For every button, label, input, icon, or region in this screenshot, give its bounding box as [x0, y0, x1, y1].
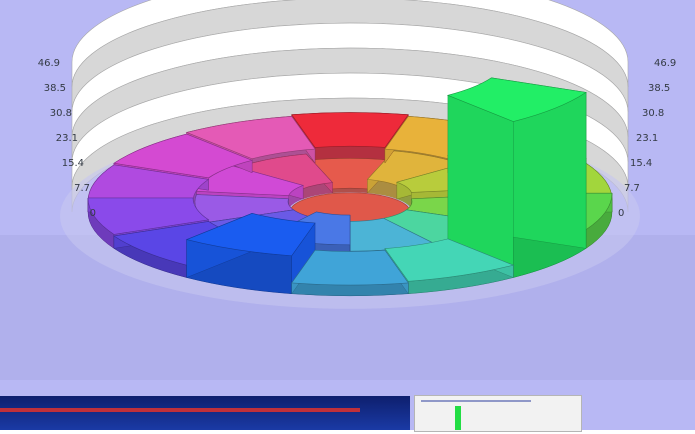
y-tick-right-1: 7.7	[624, 183, 640, 194]
outer-ring-top-13	[185, 115, 316, 160]
y-tick-right-0: 0	[618, 208, 624, 219]
thumbnail-bar	[455, 406, 461, 430]
y-tick-right-2: 15.4	[630, 158, 652, 169]
y-tick-right-5: 38.5	[648, 83, 670, 94]
outer-ring-top-5	[446, 77, 587, 122]
outer-ring-top-11	[87, 164, 210, 202]
outer-ring-bar-7	[291, 249, 409, 297]
y-tick-right-4: 30.8	[642, 108, 664, 119]
y-tick-left-2: 15.4	[62, 158, 84, 169]
y-axis-left: 0 7.7 15.4 23.1 30.8 38.5 46.9	[38, 58, 96, 219]
inner-ring-bar-9	[196, 165, 305, 210]
outer-ring-bar-6	[384, 238, 515, 295]
y-tick-left-3: 23.1	[56, 133, 78, 144]
y-tick-left-5: 38.5	[44, 83, 66, 94]
taskbar-highlight	[0, 408, 360, 412]
outer-ring-top-10	[87, 197, 210, 235]
y-tick-right-6: 46.9	[654, 58, 676, 69]
y-tick-left-6: 46.9	[38, 58, 60, 69]
outer-ring-bar-5	[446, 77, 587, 278]
y-tick-right-3: 23.1	[636, 133, 658, 144]
y-tick-left-4: 30.8	[50, 108, 72, 119]
outer-ring-top-6	[384, 238, 515, 282]
outer-ring-bar-11	[87, 164, 210, 213]
outer-ring-bar-8	[185, 212, 316, 295]
outer-ring-top-7	[291, 249, 409, 286]
y-tick-left-0: 0	[90, 208, 96, 219]
outer-ring-top-8	[185, 212, 316, 257]
y-tick-left-1: 7.7	[74, 183, 90, 194]
thumbnail-title-bar	[421, 400, 531, 402]
taskbar-strip	[0, 396, 410, 430]
y-axis-right: 0 7.7 15.4 23.1 30.8 38.5 46.9	[618, 58, 676, 219]
outer-ring-top-12	[113, 133, 254, 179]
chart-bars	[87, 77, 613, 297]
outer-ring-top-0	[291, 112, 409, 148]
thumbnail-window[interactable]	[414, 395, 582, 432]
